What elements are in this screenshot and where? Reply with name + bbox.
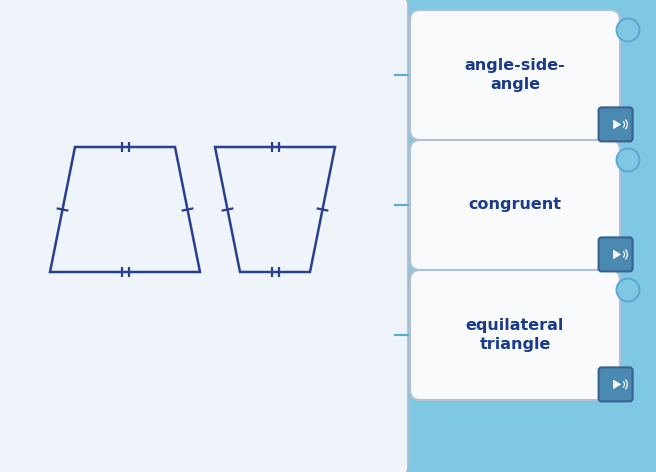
FancyBboxPatch shape xyxy=(410,140,620,270)
Circle shape xyxy=(617,149,640,171)
FancyBboxPatch shape xyxy=(410,10,620,140)
FancyBboxPatch shape xyxy=(599,367,632,401)
Text: equilateral
triangle: equilateral triangle xyxy=(466,318,564,353)
Polygon shape xyxy=(613,250,621,259)
Circle shape xyxy=(617,278,640,302)
Text: congruent: congruent xyxy=(468,197,562,212)
Text: angle-side-
angle: angle-side- angle xyxy=(464,58,565,93)
FancyBboxPatch shape xyxy=(0,0,408,472)
Polygon shape xyxy=(613,120,621,128)
FancyBboxPatch shape xyxy=(599,237,632,271)
FancyBboxPatch shape xyxy=(410,270,620,400)
FancyBboxPatch shape xyxy=(599,108,632,142)
Polygon shape xyxy=(613,380,621,388)
Circle shape xyxy=(617,18,640,42)
